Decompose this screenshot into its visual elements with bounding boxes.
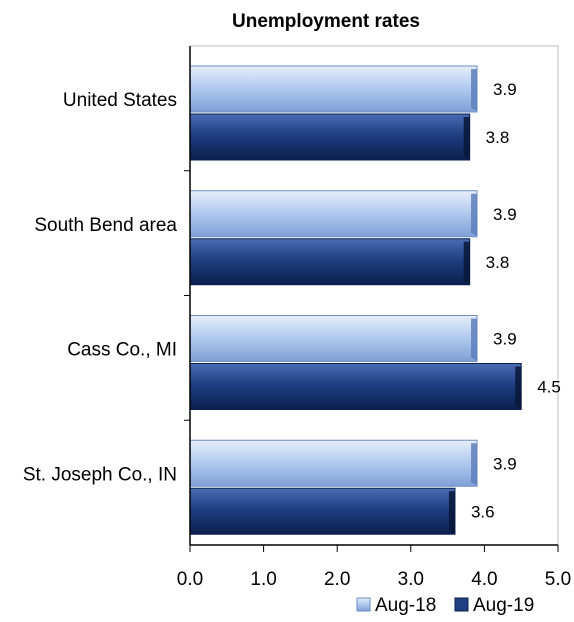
bar-cass-co-mi-aug-18 xyxy=(189,315,478,362)
category-label-south-bend-area: South Bend area xyxy=(34,215,177,236)
x-tick-label: 4.0 xyxy=(471,569,497,590)
x-tick-group: 0.0 1.0 2.0 3.0 4.0 5.0 xyxy=(177,545,571,590)
data-label-united-states-aug-18: 3.9 xyxy=(493,80,517,99)
data-label-south-bend-area-aug-18: 3.9 xyxy=(493,205,517,224)
bar-cap-st-joseph-co-in-aug-19 xyxy=(448,491,455,534)
data-label-united-states-aug-19: 3.8 xyxy=(486,128,510,147)
bar-cass-co-mi-aug-19 xyxy=(189,363,522,410)
bar-cap-united-states-aug-19 xyxy=(463,117,470,159)
legend-label-aug-18: Aug-18 xyxy=(375,595,436,616)
data-label-south-bend-area-aug-19: 3.8 xyxy=(486,253,510,272)
data-label-st-joseph-co-in-aug-18: 3.9 xyxy=(493,454,517,473)
bar-south-bend-area-aug-18 xyxy=(189,190,478,238)
chart-title: Unemployment rates xyxy=(232,11,420,32)
data-label-cass-co-mi-aug-19: 4.5 xyxy=(537,378,561,397)
bar-cap-st-joseph-co-in-aug-18 xyxy=(471,443,478,486)
bar-united-states-aug-18 xyxy=(189,65,478,113)
bar-united-states-aug-19 xyxy=(189,113,471,161)
data-label-group: 3.9 3.8 3.9 3.8 3.9 4.5 3.9 3.6 xyxy=(471,80,561,521)
bar-st-joseph-co-in-aug-18 xyxy=(189,439,478,487)
bar-cap-south-bend-area-aug-19 xyxy=(463,241,470,284)
legend-swatch-aug-18 xyxy=(356,597,371,612)
legend: Aug-18 Aug-19 xyxy=(356,595,534,616)
category-label-united-states: United States xyxy=(63,90,177,111)
x-tick-label: 3.0 xyxy=(398,569,424,590)
data-label-st-joseph-co-in-aug-19: 3.6 xyxy=(471,502,495,521)
legend-swatch-aug-19 xyxy=(454,597,469,612)
bar-south-bend-area-aug-19 xyxy=(189,238,471,286)
x-tick-label: 0.0 xyxy=(177,569,203,590)
bar-st-joseph-co-in-aug-19 xyxy=(189,487,456,535)
category-label-group: United States South Bend area Cass Co., MI… xyxy=(23,90,190,485)
data-label-cass-co-mi-aug-18: 3.9 xyxy=(493,330,517,349)
bar-group xyxy=(189,65,522,535)
category-label-cass-co-mi: Cass Co., MI xyxy=(67,340,177,361)
bar-cap-south-bend-area-aug-18 xyxy=(471,193,478,236)
x-tick-label: 5.0 xyxy=(545,569,571,590)
bar-cap-united-states-aug-18 xyxy=(471,69,478,111)
category-label-st-joseph-co-in: St. Joseph Co., IN xyxy=(23,464,177,485)
bar-cap-cass-co-mi-aug-19 xyxy=(515,366,522,409)
bar-cap-cass-co-mi-aug-18 xyxy=(471,318,478,361)
x-tick-label: 2.0 xyxy=(324,569,350,590)
legend-label-aug-19: Aug-19 xyxy=(473,595,534,616)
x-tick-label: 1.0 xyxy=(250,569,276,590)
